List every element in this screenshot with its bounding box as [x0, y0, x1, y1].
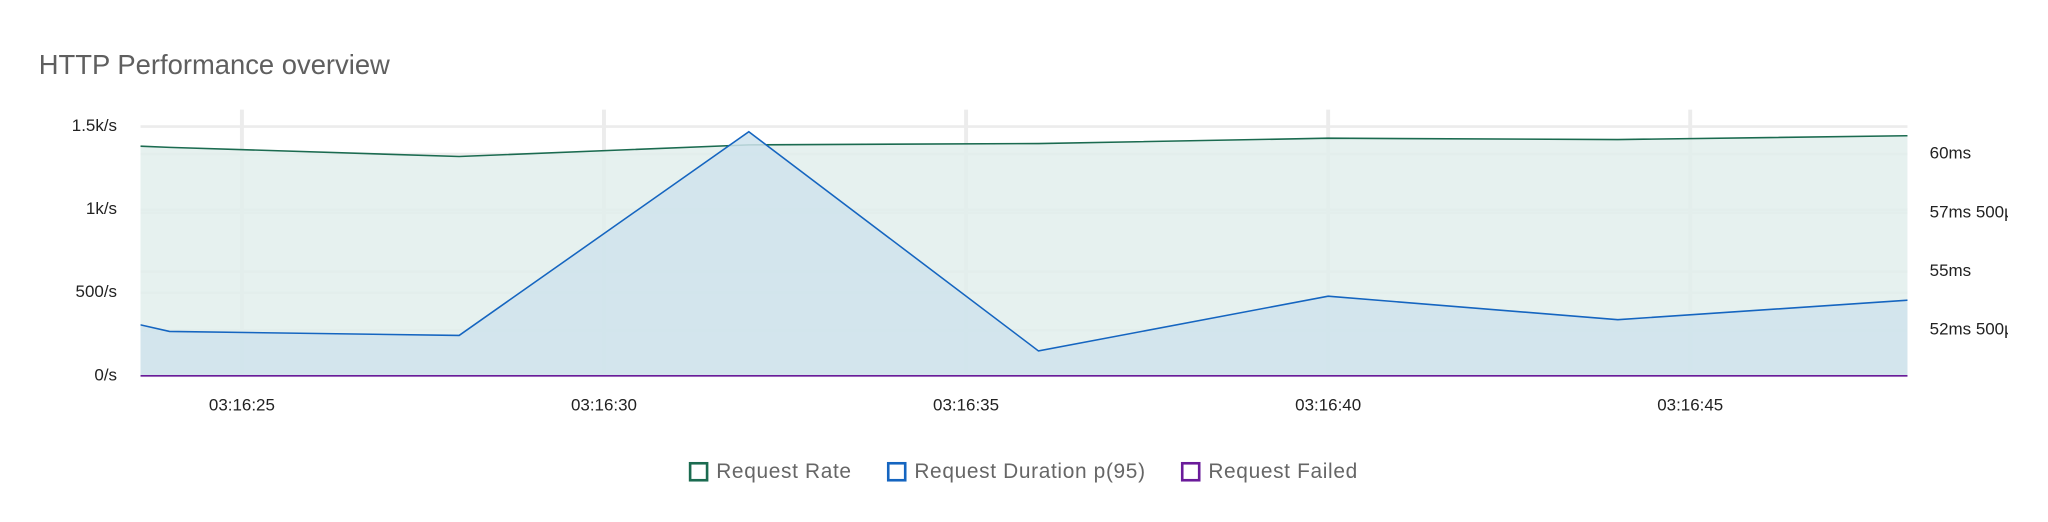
chart-title: HTTP Performance overview [39, 49, 390, 80]
y-tick-label: 500/s [76, 282, 117, 301]
y-tick-label: 1k/s [86, 199, 117, 218]
x-tick-label: 03:16:30 [571, 395, 637, 414]
legend-swatch[interactable] [886, 461, 907, 482]
line [140, 134, 1908, 158]
x-tick-label: 03:16:25 [209, 395, 275, 414]
y2-tick-label: 60ms [1930, 144, 1971, 163]
x-tick-label: 03:16:40 [1295, 395, 1361, 414]
y2-tick-label: 57ms 500µs [1930, 202, 2023, 221]
x-tick-label: 03:16:35 [933, 395, 999, 414]
y2-tick-label: 55ms [1930, 261, 1971, 280]
x-tick-label: 03:16:45 [1657, 395, 1723, 414]
y-tick-label: 1.5k/s [72, 116, 117, 135]
area [140, 131, 1908, 376]
legend-label[interactable]: Request Failed [1208, 460, 1358, 483]
y-tick-label: 0/s [94, 365, 117, 384]
y2-tick-label: 52ms 500µs [1930, 320, 2023, 339]
legend-label[interactable]: Request Duration p(95) [914, 460, 1145, 483]
legend-label[interactable]: Request Rate [716, 460, 851, 483]
legend-swatch[interactable] [688, 461, 709, 482]
line [140, 130, 1908, 352]
legend-swatch[interactable] [1180, 461, 1201, 482]
